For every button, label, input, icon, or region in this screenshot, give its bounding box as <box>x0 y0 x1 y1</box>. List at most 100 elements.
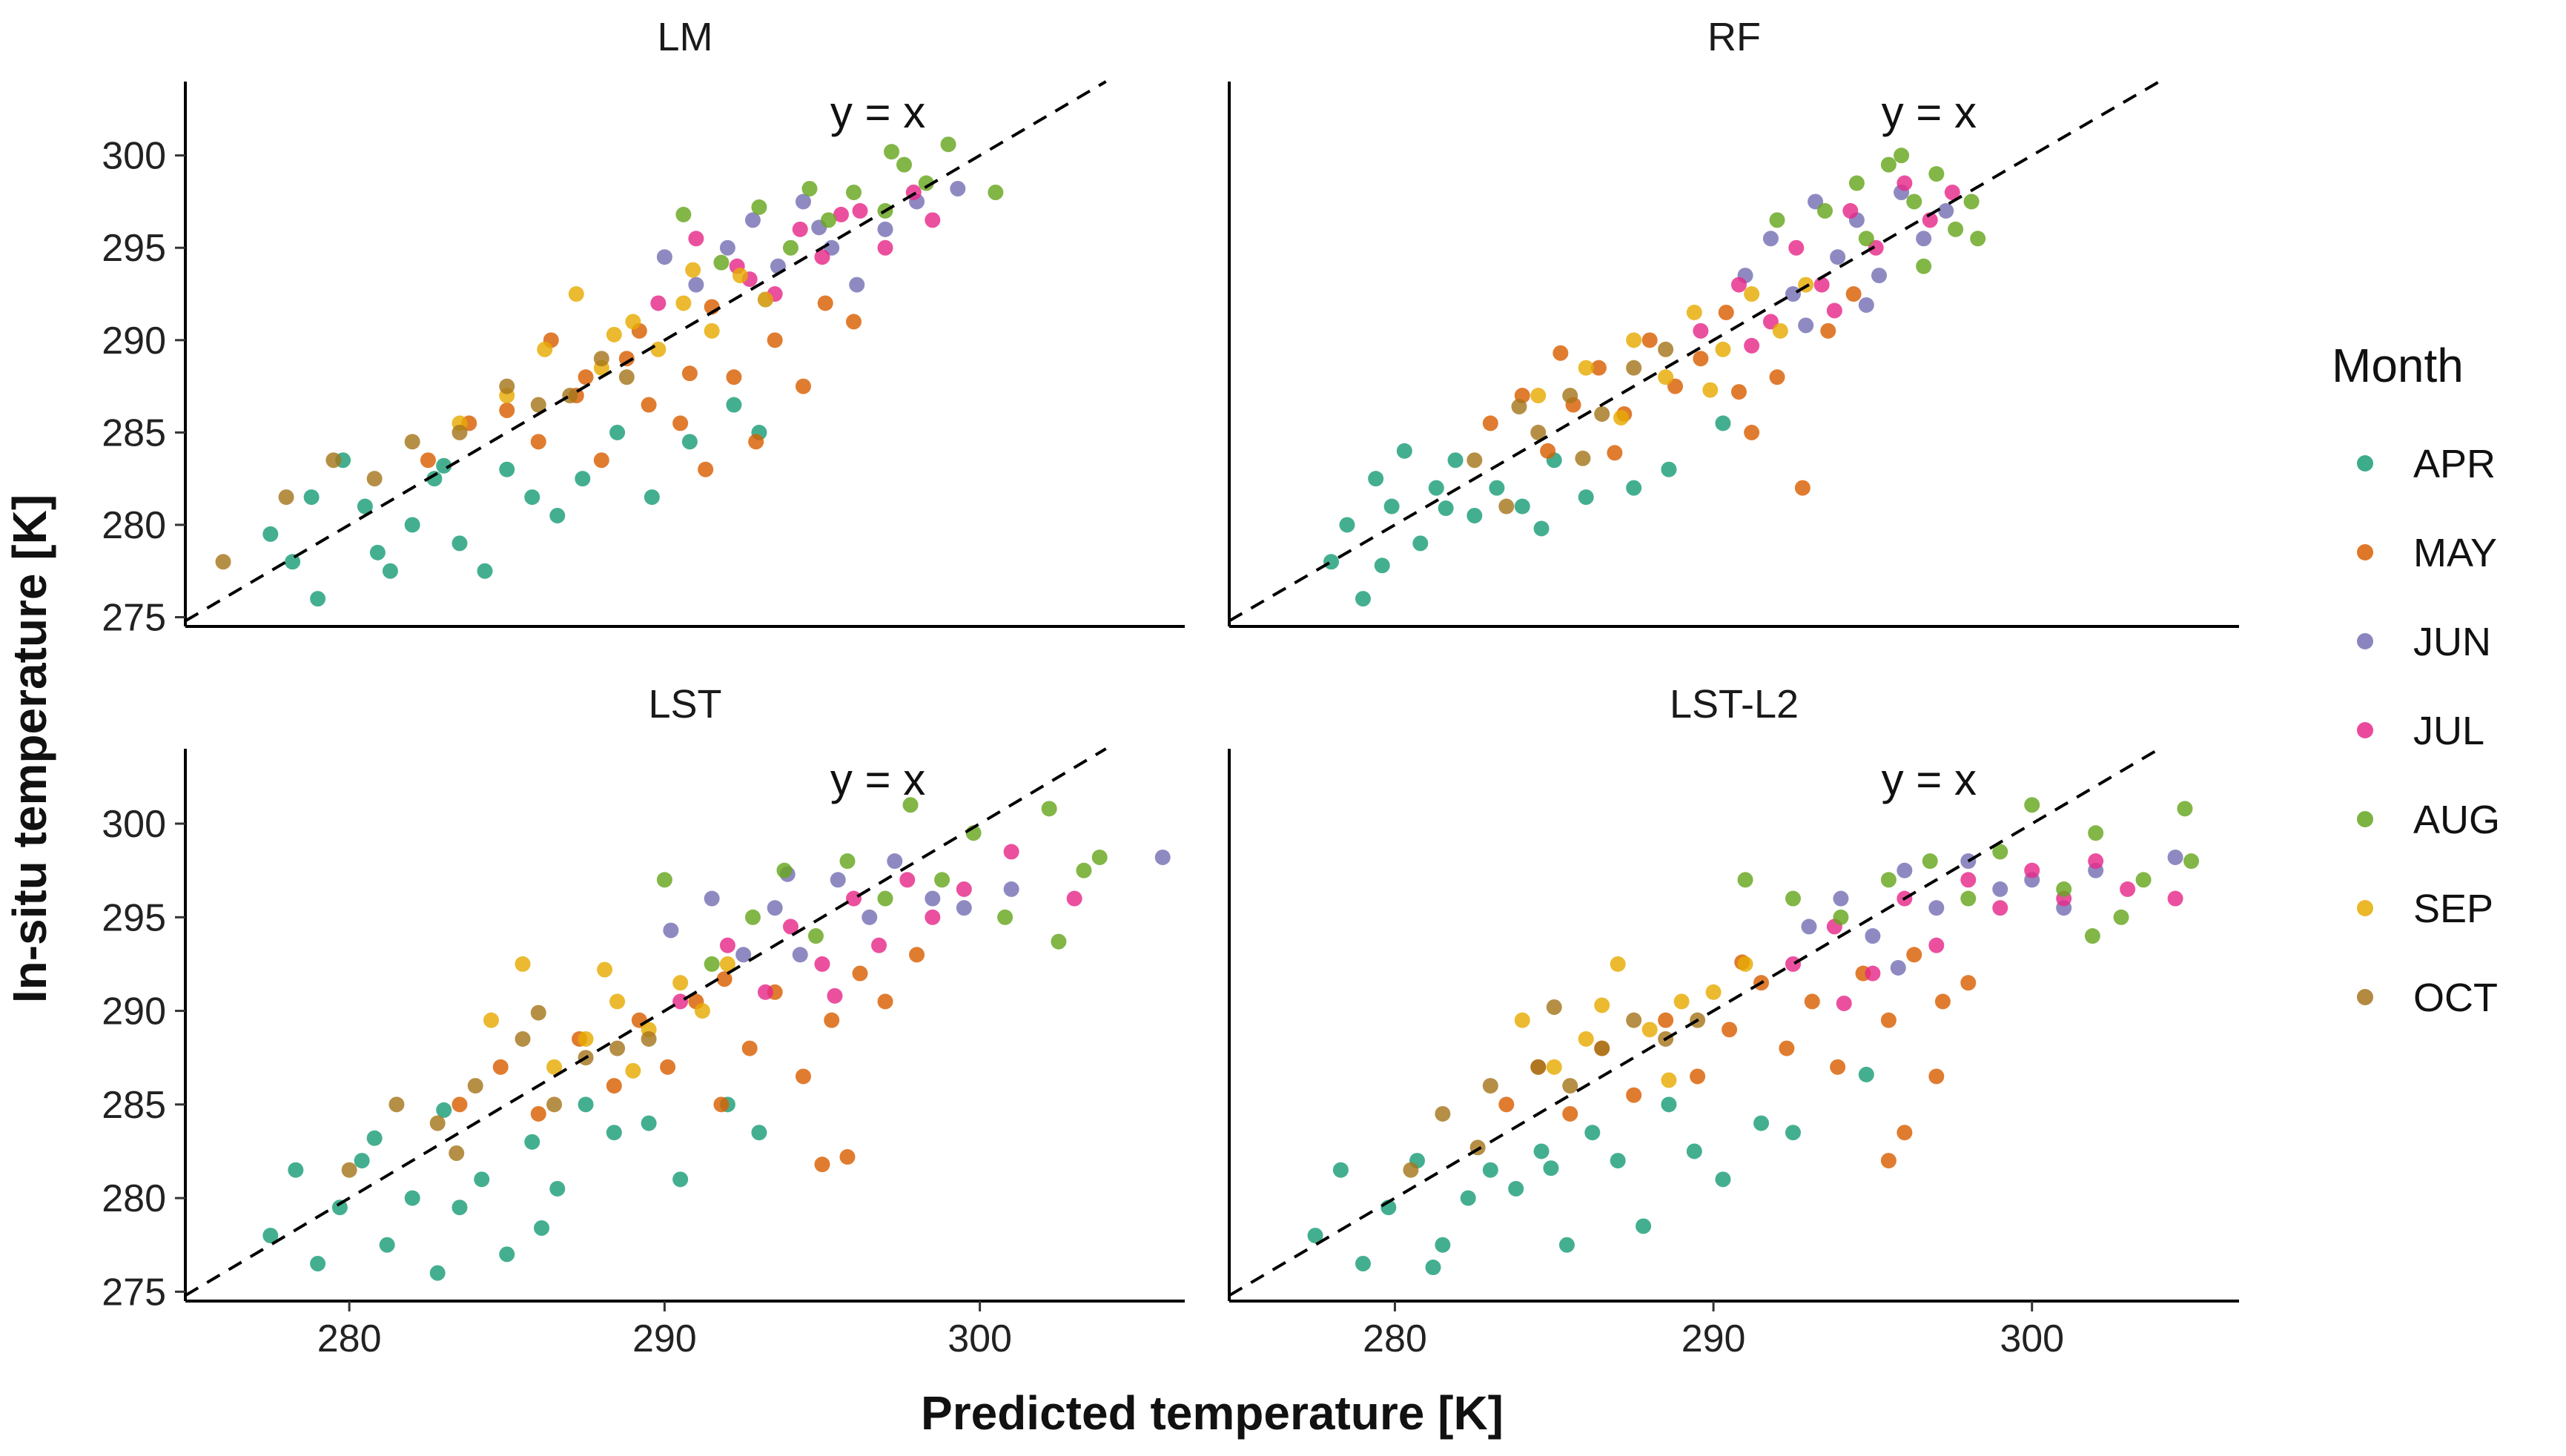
data-point <box>1435 1237 1451 1253</box>
data-point <box>1530 424 1547 440</box>
data-point <box>1686 1143 1702 1159</box>
data-point <box>609 1040 626 1056</box>
data-point <box>1744 424 1760 440</box>
data-point <box>420 452 436 469</box>
data-point <box>719 956 735 972</box>
data-point <box>833 206 849 222</box>
data-point <box>1553 345 1569 361</box>
data-point <box>988 184 1004 200</box>
reference-line-label: y = x <box>830 755 925 804</box>
data-point <box>1880 872 1897 888</box>
data-point <box>546 1096 563 1113</box>
data-point <box>1546 1059 1562 1075</box>
data-point <box>278 489 294 506</box>
data-point <box>1530 1059 1547 1075</box>
data-point <box>1785 890 1801 907</box>
data-point <box>575 471 591 487</box>
data-point <box>366 471 383 487</box>
data-point <box>2024 862 2040 878</box>
data-point <box>719 937 735 953</box>
data-point <box>1435 1105 1451 1122</box>
data-point <box>1801 919 1817 935</box>
data-point <box>1607 445 1623 461</box>
series-sep <box>1530 277 1814 426</box>
data-point <box>751 1125 767 1141</box>
data-point <box>499 461 515 477</box>
data-point <box>1808 193 1824 210</box>
data-point <box>549 508 566 524</box>
facet-title: LM <box>657 15 712 59</box>
legend-swatch <box>2357 633 2373 649</box>
data-point <box>1447 452 1464 469</box>
data-point <box>1785 1125 1801 1141</box>
data-point <box>704 322 720 339</box>
data-point <box>814 1156 830 1173</box>
data-point <box>1804 993 1820 1010</box>
data-point <box>1865 965 1881 982</box>
data-point <box>1636 1218 1652 1234</box>
data-point <box>1963 193 1980 210</box>
data-point <box>688 277 704 293</box>
data-point <box>1769 369 1785 385</box>
data-point <box>530 1105 546 1122</box>
x-tick-label: 300 <box>2000 1317 2064 1360</box>
data-point <box>902 797 919 813</box>
legend-label: MAY <box>2413 531 2497 575</box>
data-point <box>382 563 398 579</box>
data-point <box>262 1228 279 1244</box>
data-point <box>331 1199 348 1216</box>
data-point <box>2183 853 2200 870</box>
legend-swatch <box>2357 989 2373 1005</box>
data-point <box>499 402 515 418</box>
data-point <box>877 239 893 256</box>
data-point <box>388 1096 405 1113</box>
data-point <box>625 314 641 330</box>
data-point <box>795 378 811 394</box>
x-tick-label: 290 <box>1682 1317 1746 1360</box>
data-point <box>1661 461 1677 477</box>
data-point <box>672 415 689 431</box>
data-point <box>672 975 689 991</box>
legend-item-may: MAY <box>2357 531 2497 575</box>
data-point <box>609 424 626 440</box>
data-point <box>1737 956 1753 972</box>
legend-item-oct: OCT <box>2357 976 2498 1020</box>
data-point <box>956 900 972 916</box>
data-point <box>1466 452 1483 469</box>
data-point <box>2113 909 2129 925</box>
series-aug <box>656 797 1108 972</box>
data-point <box>546 1059 563 1075</box>
data-point <box>744 212 761 228</box>
data-point <box>909 947 925 963</box>
data-point <box>357 498 373 514</box>
data-point <box>849 277 865 293</box>
data-point <box>1368 471 1384 487</box>
legend-label: AUG <box>2413 798 2500 842</box>
data-point <box>1610 956 1626 972</box>
facet-title: LST-L2 <box>1670 682 1799 727</box>
data-point <box>663 922 679 939</box>
data-point <box>1658 369 1674 385</box>
data-point <box>956 881 972 897</box>
data-point <box>1562 1105 1578 1122</box>
data-point <box>1686 304 1702 320</box>
y-tick-label: 285 <box>102 411 166 454</box>
data-point <box>1594 1040 1610 1056</box>
data-point <box>1934 993 1951 1010</box>
data-point <box>744 909 761 925</box>
data-point <box>288 1162 304 1178</box>
data-point <box>726 369 742 385</box>
data-point <box>369 544 386 560</box>
data-point <box>1578 360 1594 376</box>
data-point <box>782 919 798 935</box>
series-sep <box>452 262 773 431</box>
data-point <box>1992 881 2008 897</box>
data-point <box>1482 1078 1498 1094</box>
data-point <box>1816 202 1833 219</box>
series-oct <box>215 351 635 570</box>
data-point <box>1693 322 1709 339</box>
data-point <box>713 254 730 271</box>
data-point <box>1992 844 2008 860</box>
series-aug <box>1769 148 1986 274</box>
